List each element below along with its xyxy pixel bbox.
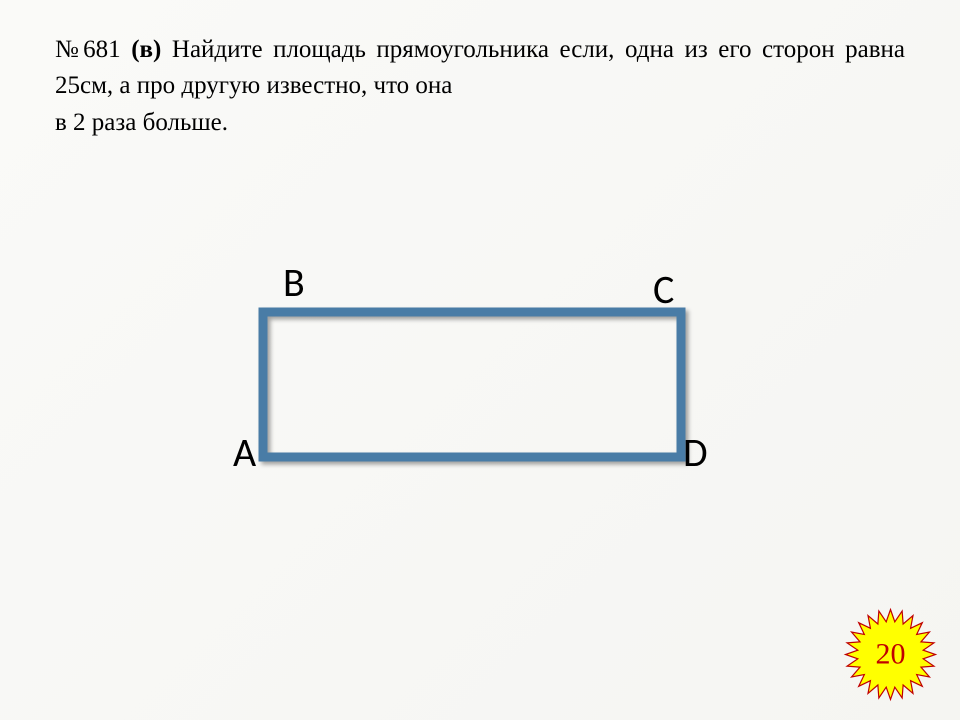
problem-body-1: Найдите площадь прямоугольника если, одн…: [55, 36, 905, 99]
vertex-a: A: [233, 428, 256, 477]
problem-text: №681 (в) Найдите площадь прямоугольника …: [55, 32, 905, 141]
rectangle-diagram: A B C D: [235, 270, 725, 500]
vertex-c: C: [653, 265, 674, 314]
vertex-d: D: [683, 428, 708, 477]
problem-number: №681: [55, 36, 121, 63]
vertex-b: B: [283, 258, 305, 307]
problem-letter: (в): [131, 36, 161, 63]
rectangle-svg: [235, 270, 725, 500]
problem-body-2: в 2 раза больше.: [55, 109, 228, 136]
star-badge: 20: [843, 607, 938, 702]
star-number: 20: [876, 637, 906, 671]
